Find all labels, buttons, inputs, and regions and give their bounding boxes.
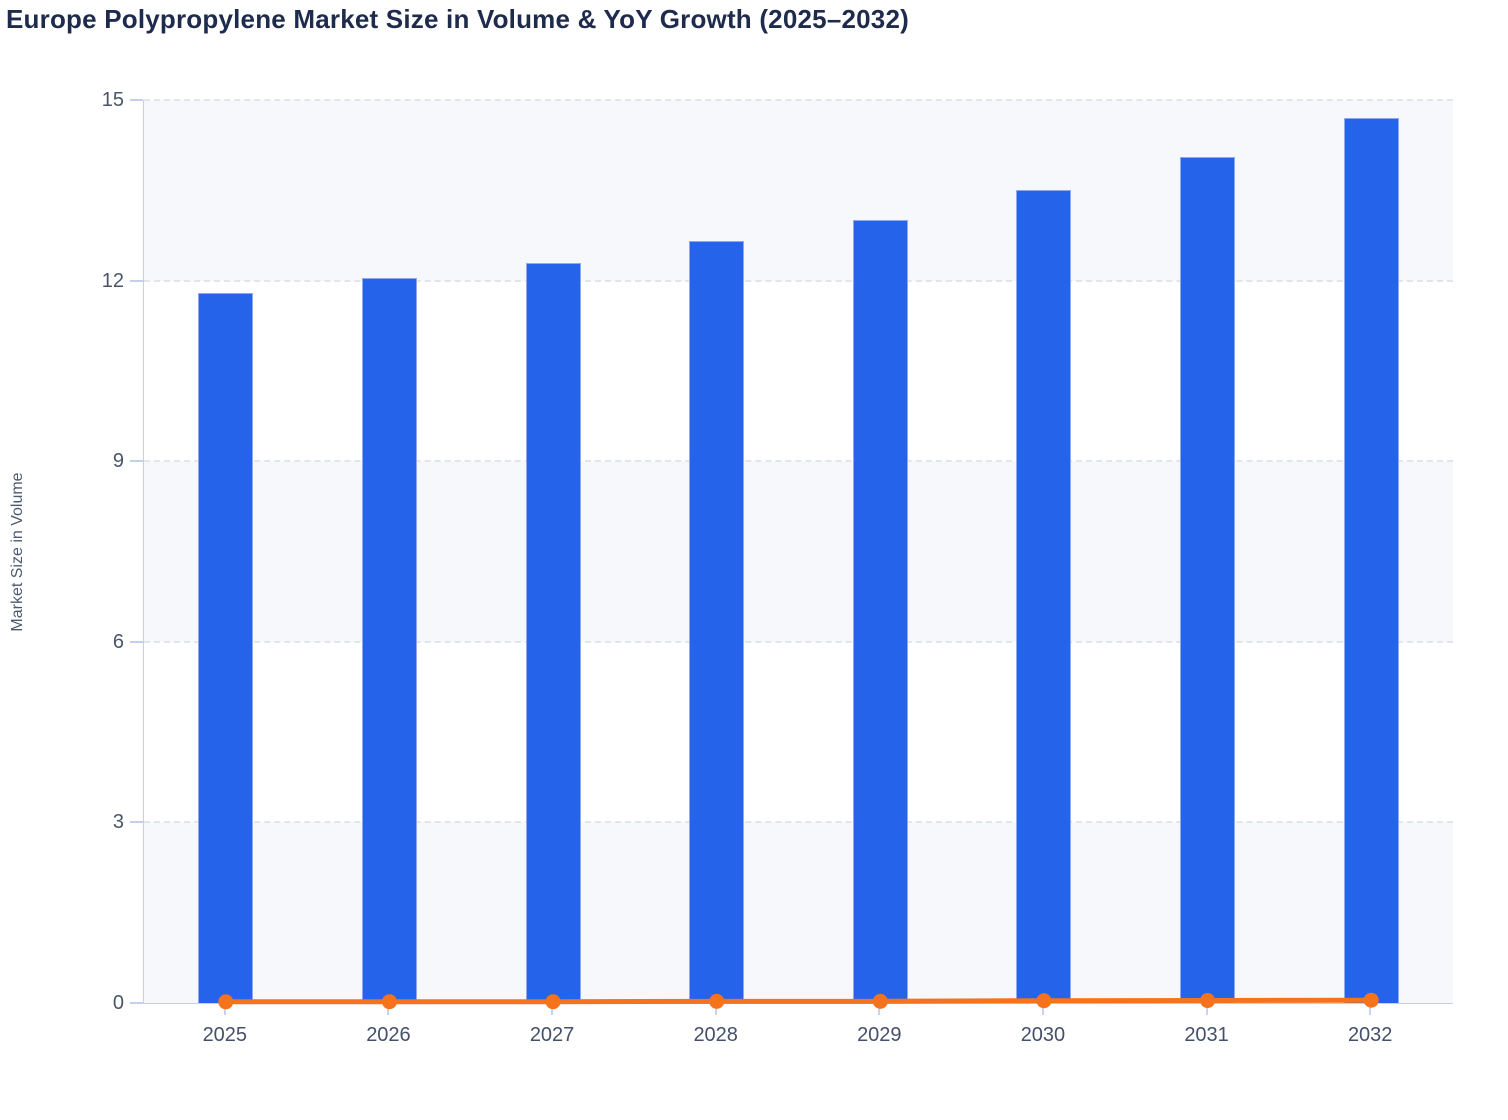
x-tick-label-2030: 2030	[1020, 1024, 1066, 1046]
bar-2028[interactable]	[689, 241, 745, 1003]
y-tick-mark-3	[130, 821, 143, 824]
yoy-marker-2027[interactable]	[545, 994, 561, 1010]
gridline-12	[144, 279, 1453, 282]
yoy-marker-2026[interactable]	[381, 994, 397, 1010]
x-tick-mark-2025	[223, 1004, 226, 1015]
y-tick-mark-0	[130, 1002, 143, 1004]
y-tick-label-0: 0	[112, 992, 124, 1014]
bar-2025[interactable]	[198, 292, 254, 1003]
bar-2027[interactable]	[525, 262, 581, 1003]
x-tick-mark-2031	[1205, 1004, 1208, 1015]
y-tick-mark-12	[130, 279, 143, 282]
x-tick-mark-2028	[714, 1004, 717, 1015]
y-axis-title: Market Size in Volume	[9, 472, 26, 632]
x-tick-mark-2026	[387, 1004, 390, 1015]
y-tick-mark-15	[130, 99, 143, 101]
x-tick-label-2028: 2028	[693, 1024, 738, 1046]
bar-2032[interactable]	[1343, 118, 1399, 1003]
x-tick-label-2025: 2025	[202, 1024, 248, 1046]
bar-2030[interactable]	[1016, 190, 1072, 1003]
y-tick-mark-9	[130, 460, 143, 463]
gridline-9	[144, 460, 1453, 463]
plot-area	[143, 99, 1453, 1010]
yoy-marker-2031[interactable]	[1200, 993, 1216, 1009]
y-tick-label-6: 6	[112, 630, 124, 653]
y-tick-label-9: 9	[112, 450, 124, 473]
x-tick-mark-2029	[878, 1004, 881, 1015]
y-tick-mark-6	[130, 640, 143, 643]
x-tick-label-2032: 2032	[1347, 1024, 1393, 1046]
bar-2029[interactable]	[852, 220, 908, 1003]
yoy-marker-2030[interactable]	[1036, 993, 1052, 1009]
yoy-marker-2025[interactable]	[218, 994, 234, 1010]
x-tick-mark-2030	[1041, 1004, 1044, 1015]
gridline-6	[144, 640, 1453, 643]
yoy-growth-line-layer	[218, 992, 1379, 1010]
yoy-marker-2032[interactable]	[1363, 992, 1379, 1008]
x-tick-label-2029: 2029	[857, 1024, 902, 1046]
gridline-15	[144, 99, 1453, 101]
x-tick-label-2031: 2031	[1184, 1024, 1229, 1046]
gridline-3	[144, 821, 1453, 824]
yoy-marker-2028[interactable]	[709, 993, 725, 1009]
bar-2031[interactable]	[1180, 157, 1236, 1003]
bar-2026[interactable]	[361, 277, 417, 1003]
x-tick-label-2026: 2026	[366, 1024, 411, 1046]
yoy-growth-line	[223, 997, 1374, 1005]
x-tick-label-2027: 2027	[529, 1024, 575, 1046]
chart-title: Europe Polypropylene Market Size in Volu…	[6, 4, 909, 34]
y-tick-label-3: 3	[112, 811, 124, 834]
yoy-marker-2029[interactable]	[872, 993, 888, 1009]
x-tick-mark-2032	[1369, 1004, 1372, 1015]
x-tick-mark-2027	[551, 1004, 554, 1015]
y-tick-label-12: 12	[101, 269, 124, 292]
y-tick-label-15: 15	[101, 89, 124, 111]
